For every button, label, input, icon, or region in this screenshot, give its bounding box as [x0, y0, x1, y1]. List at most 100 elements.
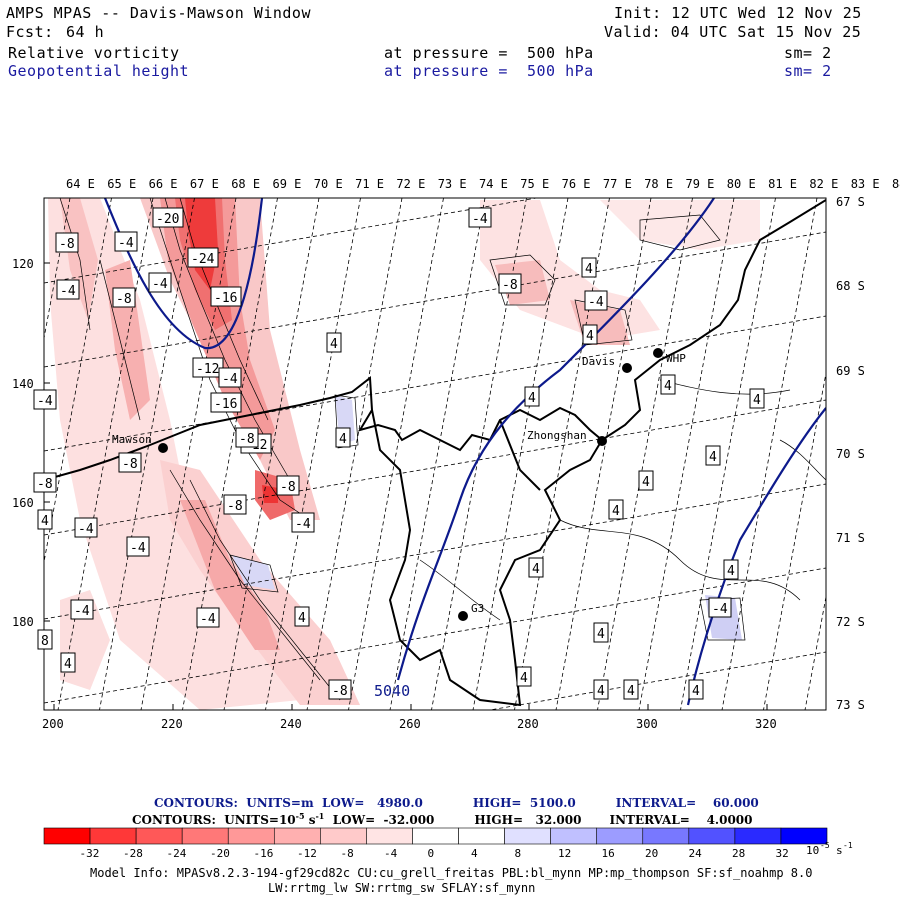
longitude-labels: 64 E 65 E 66 E 67 E 68 E 69 E 70 E 71 E 72 E 73 E…	[66, 177, 900, 191]
scale-value: 16	[602, 847, 615, 860]
vorticity-label: 4	[688, 679, 704, 700]
station-markers: Mawson Davis WHP Zhongshan G3	[112, 348, 686, 621]
scale-value: 32	[776, 847, 789, 860]
svg-text:4: 4	[727, 564, 735, 579]
legend-vort-exp2: -1	[315, 811, 325, 821]
svg-text:-20: -20	[156, 212, 179, 227]
lon-label: 72 E	[396, 177, 425, 191]
lat-label: 71 S	[836, 531, 865, 545]
svg-text:-4: -4	[118, 236, 134, 251]
vorticity-label: 4	[60, 652, 76, 673]
scale-value: -24	[167, 847, 187, 860]
svg-text:-8: -8	[59, 237, 75, 252]
svg-text:4: 4	[586, 329, 594, 344]
svg-text:-4: -4	[295, 517, 311, 532]
vorticity-label: -12	[192, 357, 224, 378]
svg-text:G3: G3	[471, 602, 484, 615]
scale-value: 8	[515, 847, 522, 860]
x-axis-ticks: 200 220 240 260 280 300 320	[42, 704, 777, 731]
station-whp: WHP	[653, 348, 686, 365]
svg-text:4: 4	[339, 432, 347, 447]
y-tick-label: 140	[12, 377, 34, 391]
x-tick-label: 260	[399, 717, 421, 731]
vorticity-label: 4	[326, 332, 342, 353]
vorticity-label: -8	[235, 427, 259, 448]
vorticity-label: -8	[328, 679, 352, 700]
vorticity-label: 4	[294, 606, 310, 627]
x-tick-label: 220	[161, 717, 183, 731]
svg-text:-16: -16	[214, 291, 237, 306]
scale-value: 28	[732, 847, 745, 860]
lon-label: 66 E	[149, 177, 178, 191]
valid-time: Valid: 04 UTC Sat 15 Nov 25	[604, 23, 862, 41]
vorticity-label: 4	[593, 622, 609, 643]
scale-value: -20	[210, 847, 230, 860]
model-info-line2: LW:rrtmg_lw SW:rrtmg_sw SFLAY:sf_mynn	[268, 881, 536, 895]
lon-label: 76 E	[562, 177, 591, 191]
lon-label: 68 E	[231, 177, 260, 191]
scale-value: -8	[341, 847, 354, 860]
y-tick-label: 120	[12, 257, 34, 271]
latitude-labels: 67 S 68 S 69 S 70 S 71 S 72 S 73 S	[836, 195, 865, 712]
svg-text:-4: -4	[78, 522, 94, 537]
color-swatch	[688, 827, 736, 845]
vorticity-label: -4	[584, 290, 608, 311]
vorticity-label: 4	[638, 470, 654, 491]
color-scale-values: -32 -28 -24 -20 -16 -12 -8 -4 0 4 8 12 16 20 24 28 32	[80, 847, 789, 860]
vorticity-label: -4	[126, 536, 150, 557]
vorticity-label: 4	[524, 386, 540, 407]
scale-exponent: -5	[820, 841, 830, 850]
lon-label: 70 E	[314, 177, 343, 191]
vorticity-label: -24	[187, 247, 219, 268]
vorticity-shading	[48, 198, 760, 710]
svg-text:-8: -8	[116, 292, 132, 307]
vorticity-label: -8	[55, 232, 79, 253]
color-swatch	[89, 827, 137, 845]
scale-value: -4	[384, 847, 398, 860]
map-title: AMPS MPAS -- Davis-Mawson Window	[6, 4, 311, 22]
svg-text:4: 4	[298, 611, 306, 626]
legend-vort-units: CONTOURS: UNITS=10	[132, 813, 296, 827]
lon-label: 77 E	[603, 177, 632, 191]
vorticity-label: -4	[33, 389, 57, 410]
color-swatch	[135, 827, 183, 845]
svg-text:4: 4	[41, 514, 49, 529]
model-info-line1: Model Info: MPASv8.2.3-194-gf29cd82c CU:…	[90, 866, 813, 880]
svg-text:Davis: Davis	[582, 355, 615, 368]
map-field	[44, 198, 826, 710]
svg-text:-8: -8	[239, 432, 255, 447]
lon-label: 69 E	[273, 177, 302, 191]
vorticity-label: 4	[593, 679, 609, 700]
color-swatch	[227, 827, 275, 845]
svg-text:-4: -4	[130, 541, 146, 556]
svg-text:4: 4	[642, 475, 650, 490]
lon-label: 83 E	[851, 177, 880, 191]
svg-text:-4: -4	[37, 394, 53, 409]
y-tick-label: 180	[12, 615, 34, 629]
scale-value: 12	[558, 847, 571, 860]
svg-text:-4: -4	[712, 602, 728, 617]
x-tick-label: 320	[755, 717, 777, 731]
lon-label: 81 E	[768, 177, 797, 191]
vorticity-label: -4	[291, 512, 315, 533]
coastline	[44, 199, 826, 707]
vorticity-label: -4	[148, 272, 172, 293]
field1-name: Relative vorticity	[8, 44, 180, 62]
scale-value: -32	[80, 847, 100, 860]
geopotential-height-contours	[103, 198, 826, 706]
y-tick-label: 160	[12, 496, 34, 510]
scale-value: -12	[297, 847, 317, 860]
svg-text:8: 8	[41, 634, 49, 649]
map-frame	[43, 197, 827, 711]
color-swatch	[320, 827, 367, 845]
color-swatches	[43, 827, 828, 845]
vorticity-label: -20	[152, 207, 184, 228]
vorticity-label: -4	[114, 231, 138, 252]
svg-text:-24: -24	[191, 252, 215, 267]
vorticity-label: -4	[74, 517, 98, 538]
height-contour-label: 5040	[374, 682, 410, 700]
forecast-hour: 64 h	[66, 23, 105, 41]
svg-text:-8: -8	[502, 278, 518, 293]
lon-label: 64 E	[66, 177, 95, 191]
color-swatch	[273, 827, 321, 845]
